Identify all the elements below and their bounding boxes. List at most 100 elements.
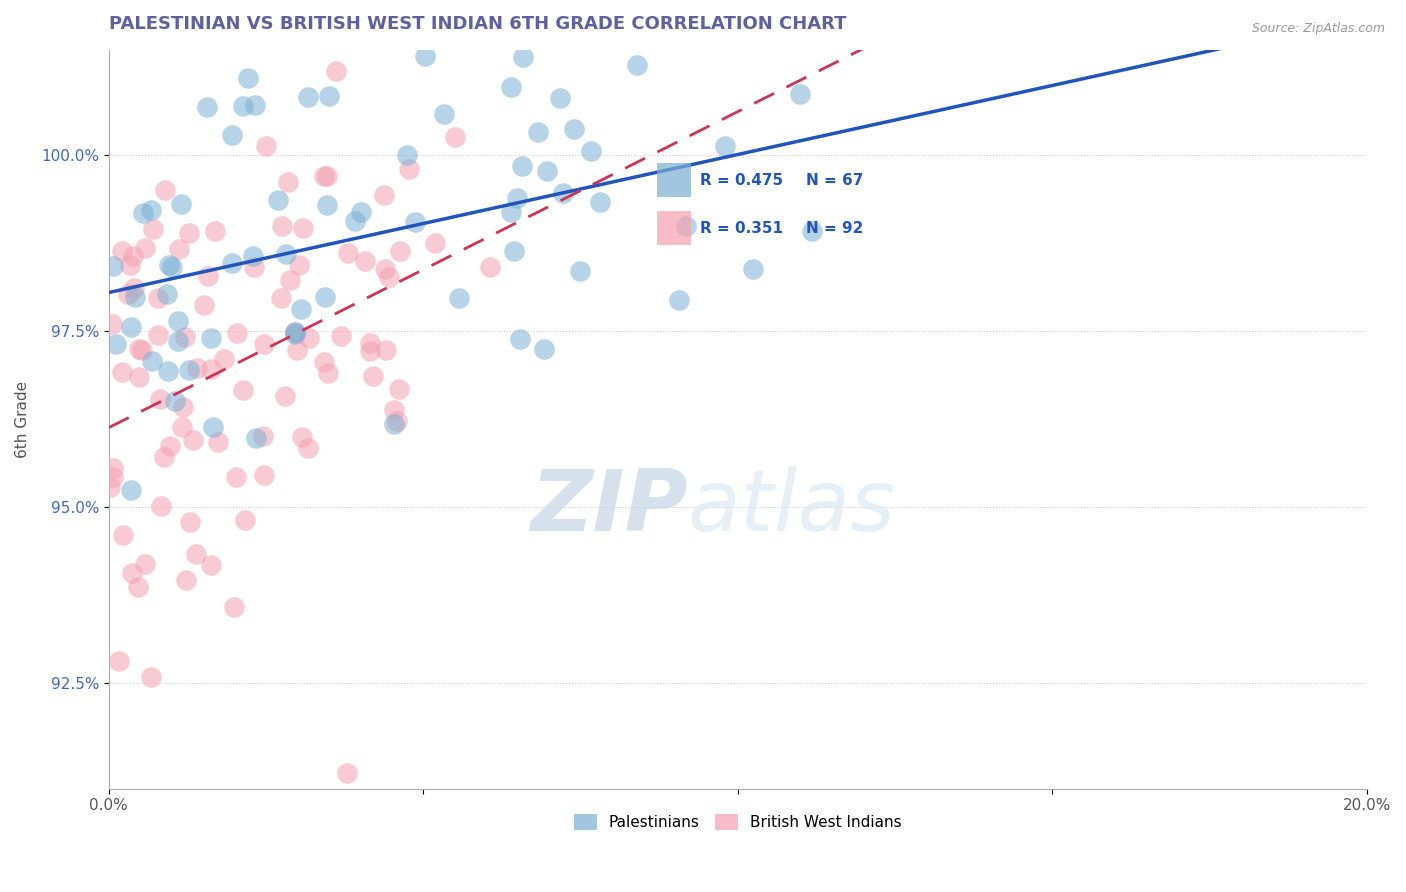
Point: [177, 363, 200, 377]
Point: [423, 235, 446, 250]
Point: [160, 260, 183, 274]
Text: N = 67: N = 67: [806, 173, 863, 188]
Point: [108, 654, 131, 668]
Point: [172, 400, 194, 414]
Point: [242, 249, 264, 263]
Legend: Palestinians, British West Indians: Palestinians, British West Indians: [568, 808, 908, 837]
Point: [387, 382, 409, 396]
Point: [141, 202, 163, 217]
Text: PALESTINIAN VS BRITISH WEST INDIAN 6TH GRADE CORRELATION CHART: PALESTINIAN VS BRITISH WEST INDIAN 6TH G…: [108, 15, 846, 33]
Point: [512, 159, 534, 173]
Point: [387, 414, 409, 428]
Point: [214, 352, 236, 367]
Point: [378, 270, 401, 285]
Point: [675, 219, 697, 233]
Point: [166, 334, 188, 348]
Point: [179, 515, 201, 529]
Point: [318, 88, 340, 103]
Point: [276, 247, 298, 261]
Point: [172, 420, 194, 434]
Point: [298, 331, 321, 345]
Point: [285, 343, 308, 358]
Point: [245, 431, 267, 445]
Text: atlas: atlas: [688, 467, 896, 549]
Point: [551, 186, 574, 200]
Point: [503, 244, 526, 258]
Point: [512, 50, 534, 64]
Point: [142, 222, 165, 236]
Point: [101, 259, 124, 273]
Point: [174, 573, 197, 587]
Point: [278, 273, 301, 287]
Point: [297, 90, 319, 104]
Point: [789, 87, 811, 101]
Point: [359, 344, 381, 359]
Point: [156, 364, 179, 378]
Point: [478, 260, 501, 274]
Point: [153, 450, 176, 464]
Point: [801, 224, 824, 238]
Point: [226, 326, 249, 341]
Point: [121, 566, 143, 581]
Point: [382, 417, 405, 431]
Point: [149, 392, 172, 406]
Point: [316, 366, 339, 380]
Point: [153, 183, 176, 197]
Point: [104, 337, 127, 351]
Point: [626, 58, 648, 72]
Text: R = 0.351: R = 0.351: [700, 221, 783, 235]
Point: [200, 362, 222, 376]
Point: [533, 342, 555, 356]
Point: [134, 558, 156, 572]
Point: [361, 368, 384, 383]
Point: [181, 434, 204, 448]
Point: [253, 336, 276, 351]
Point: [562, 122, 585, 136]
Point: [290, 301, 312, 316]
Point: [169, 242, 191, 256]
Point: [579, 144, 602, 158]
Point: [225, 470, 247, 484]
Point: [284, 327, 307, 342]
Point: [284, 325, 307, 339]
Point: [314, 290, 336, 304]
Point: [111, 365, 134, 379]
Point: [134, 241, 156, 255]
Point: [336, 245, 359, 260]
Point: [336, 765, 359, 780]
Point: [270, 219, 292, 234]
Point: [359, 335, 381, 350]
Point: [179, 226, 201, 240]
Point: [233, 513, 256, 527]
Point: [243, 98, 266, 112]
Point: [413, 49, 436, 63]
Point: [117, 286, 139, 301]
Point: [124, 281, 146, 295]
Point: [325, 64, 347, 78]
Point: [388, 244, 411, 258]
Point: [157, 258, 180, 272]
Bar: [657, 163, 690, 197]
Point: [741, 262, 763, 277]
Point: [173, 330, 195, 344]
Point: [548, 91, 571, 105]
Point: [200, 558, 222, 572]
Point: [186, 361, 208, 376]
Point: [350, 204, 373, 219]
Point: [148, 291, 170, 305]
Point: [253, 467, 276, 482]
Point: [98, 480, 121, 494]
Point: [170, 197, 193, 211]
Point: [288, 258, 311, 272]
Point: [443, 129, 465, 144]
Text: R = 0.475: R = 0.475: [700, 173, 783, 188]
Point: [316, 198, 339, 212]
Point: [120, 483, 142, 497]
Point: [382, 402, 405, 417]
Point: [312, 355, 335, 369]
Point: [329, 329, 352, 343]
Point: [526, 126, 548, 140]
Point: [509, 332, 531, 346]
Point: [120, 258, 142, 272]
Bar: [657, 211, 690, 245]
